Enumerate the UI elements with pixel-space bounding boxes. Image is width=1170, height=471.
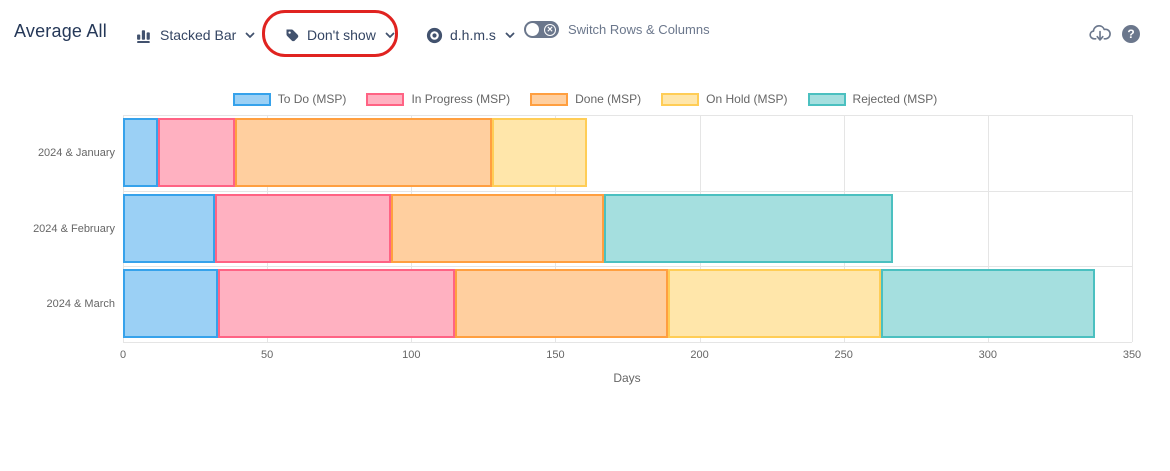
chart-type-dropdown[interactable]: Stacked Bar	[136, 23, 255, 47]
top-actions: ?	[1089, 23, 1140, 44]
x-axis-tick-label: 50	[261, 349, 274, 361]
chevron-down-icon	[505, 32, 515, 38]
legend-item[interactable]: To Do (MSP)	[232, 92, 347, 106]
y-axis-category-label: 2024 & March	[46, 298, 115, 311]
bar-segment[interactable]	[492, 118, 588, 188]
bar-segment[interactable]	[157, 118, 236, 188]
legend-swatch	[661, 92, 700, 106]
legend-label: To Do (MSP)	[277, 92, 347, 106]
y-axis-category-label: 2024 & January	[37, 146, 115, 159]
help-icon: ?	[1122, 24, 1140, 43]
legend-label: On Hold (MSP)	[706, 92, 788, 106]
x-axis-tick-label: 250	[834, 349, 853, 361]
chevron-down-icon	[245, 32, 255, 38]
bar-segment[interactable]	[881, 269, 1095, 339]
page-title: Average All	[14, 21, 107, 41]
x-axis-title: Days	[613, 371, 641, 385]
switch-rows-columns-control: ✕ Switch Rows & Columns	[524, 21, 710, 38]
legend-item[interactable]: In Progress (MSP)	[366, 92, 510, 106]
data-labels-label: Don't show	[307, 27, 376, 43]
data-labels-dropdown[interactable]: Don't show	[284, 23, 395, 47]
toggle-knob	[526, 23, 539, 36]
duration-format-dropdown[interactable]: d.h.m.s	[426, 23, 515, 47]
legend-item[interactable]: Rejected (MSP)	[807, 92, 938, 106]
legend-swatch	[530, 92, 569, 106]
x-axis-tick-label: 100	[402, 349, 421, 361]
bar-segment[interactable]	[454, 269, 668, 339]
gridline-horizontal	[123, 342, 1132, 343]
legend-swatch	[366, 92, 405, 106]
legend-swatch	[232, 92, 271, 106]
bar-segment[interactable]	[235, 118, 492, 188]
bar-segment[interactable]	[391, 193, 605, 263]
legend-label: Rejected (MSP)	[852, 92, 938, 106]
x-axis-tick-label: 150	[546, 349, 565, 361]
toggle-off-x-icon: ✕	[544, 23, 556, 36]
switch-rows-columns-label: Switch Rows & Columns	[568, 22, 710, 37]
gridline-horizontal	[123, 266, 1132, 268]
tag-icon	[286, 29, 299, 42]
chart-legend: To Do (MSP) In Progress (MSP) Done (MSP) On…	[0, 92, 1170, 106]
bar-segment[interactable]	[667, 269, 882, 339]
bar-segment[interactable]	[123, 118, 158, 188]
gridline-horizontal	[123, 115, 1132, 116]
gridline-vertical	[987, 115, 989, 342]
legend-swatch	[807, 92, 846, 106]
legend-label: Done (MSP)	[575, 92, 642, 106]
gridline-horizontal	[123, 190, 1132, 192]
help-button[interactable]: ?	[1122, 24, 1140, 43]
bar-segment[interactable]	[215, 193, 392, 263]
bar-segment[interactable]	[218, 269, 455, 339]
chart-type-label: Stacked Bar	[160, 27, 237, 43]
switch-rows-columns-toggle[interactable]: ✕	[524, 21, 559, 38]
legend-label: In Progress (MSP)	[411, 92, 511, 106]
x-axis-tick-label: 200	[690, 349, 709, 361]
legend-item[interactable]: On Hold (MSP)	[661, 92, 788, 106]
cloud-download-icon	[1089, 25, 1111, 41]
legend-item[interactable]: Done (MSP)	[530, 92, 641, 106]
gridline-vertical	[1132, 115, 1133, 342]
bullseye-icon	[426, 27, 443, 43]
x-axis-tick-label: 350	[1122, 349, 1142, 361]
bar-chart-icon	[137, 29, 150, 43]
duration-format-label: d.h.m.s	[450, 27, 496, 43]
plot-area	[123, 115, 1133, 343]
y-axis-category-label: 2024 & February	[33, 222, 115, 235]
x-axis-tick-label: 0	[119, 349, 127, 361]
chevron-down-icon	[385, 32, 395, 38]
bar-segment[interactable]	[604, 193, 893, 263]
export-button[interactable]	[1089, 23, 1112, 44]
bar-segment[interactable]	[123, 193, 216, 263]
x-axis-tick-label: 300	[978, 349, 998, 361]
bar-segment[interactable]	[123, 269, 219, 339]
